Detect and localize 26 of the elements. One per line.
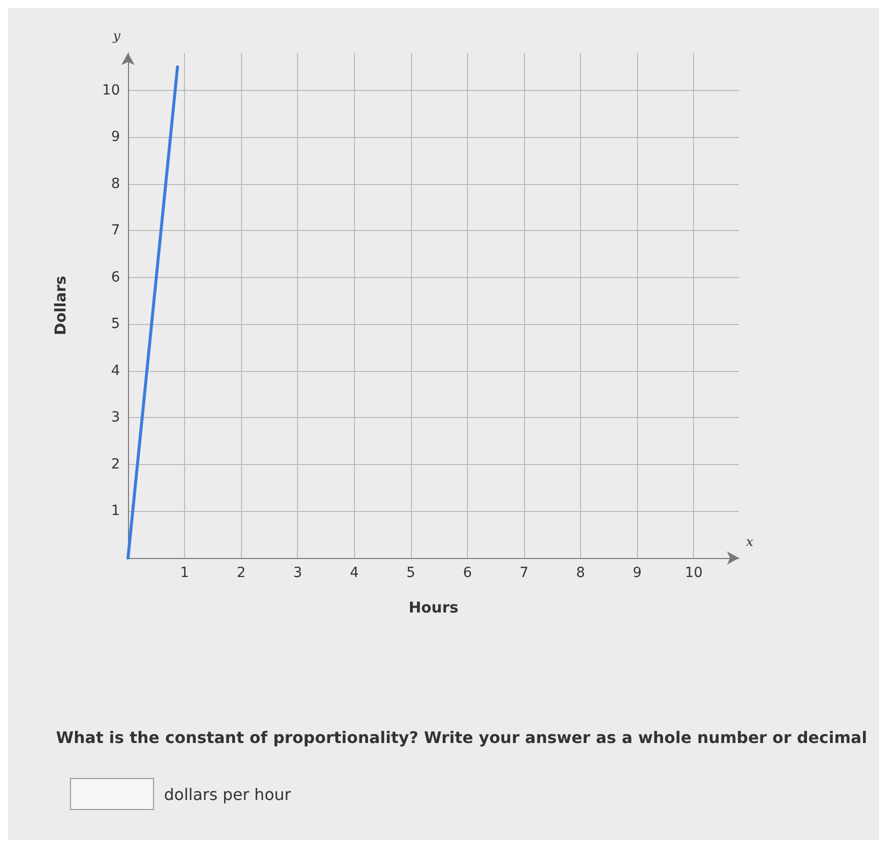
x-tick-label: 4 <box>350 565 359 581</box>
x-tick-label: 5 <box>406 565 416 581</box>
y-tick-label: 3 <box>111 410 120 426</box>
x-tick-label: 9 <box>632 565 642 581</box>
x-tick-label: 2 <box>236 565 246 581</box>
text: What is the constant of proportionality? Write your answer as a whole number or decimal <box>56 728 868 747</box>
y-tick-label: 9 <box>111 129 120 146</box>
y-tick-label: 5 <box>111 316 120 332</box>
x-tick-label: 8 <box>576 565 586 581</box>
y-tick-label: 1 <box>111 503 120 520</box>
y-tick-label: 2 <box>111 456 120 472</box>
y-tick-label: 10 <box>102 82 120 98</box>
x-tick-label: 1 <box>180 565 190 581</box>
y-tick-label: 8 <box>111 176 120 192</box>
y-tick-label: 6 <box>111 269 120 286</box>
x-tick-label: 7 <box>520 565 528 581</box>
x-tick-label: 10 <box>684 565 703 581</box>
y-axis-title: Dollars <box>52 276 70 336</box>
x-tick-label: 6 <box>462 565 472 581</box>
y-tick-label: 7 <box>111 222 120 239</box>
y-tick-label: 4 <box>111 362 120 379</box>
text: x <box>746 535 754 550</box>
x-axis-title: Hours <box>408 598 458 616</box>
x-tick-label: 3 <box>293 565 302 581</box>
text: dollars per hour <box>164 784 291 804</box>
text: y <box>112 29 121 44</box>
